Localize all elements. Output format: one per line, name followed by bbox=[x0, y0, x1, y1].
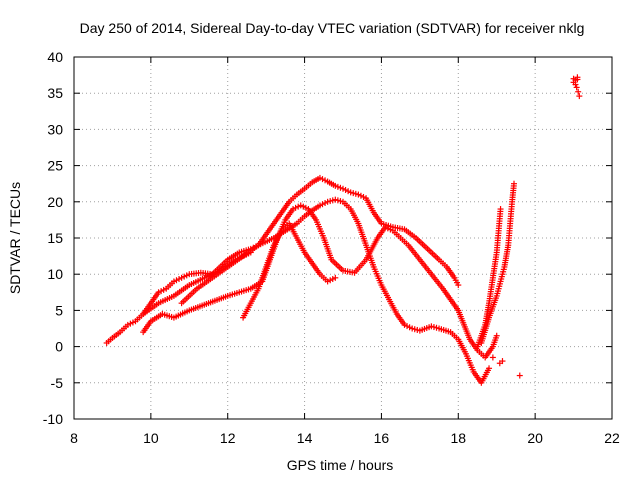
x-tick-label: 16 bbox=[374, 430, 390, 446]
x-tick-label: 14 bbox=[297, 430, 313, 446]
y-tick-label: 0 bbox=[55, 339, 63, 355]
data-point bbox=[574, 76, 581, 83]
y-tick-label: -10 bbox=[43, 411, 63, 427]
data-point bbox=[576, 93, 583, 100]
data-point bbox=[486, 365, 493, 372]
data-point bbox=[247, 249, 254, 256]
x-tick-label: 12 bbox=[220, 430, 236, 446]
chart-title: Day 250 of 2014, Sidereal Day-to-day VTE… bbox=[80, 20, 585, 36]
data-point bbox=[575, 88, 582, 95]
grid bbox=[74, 57, 612, 419]
data-point bbox=[489, 354, 496, 361]
data-point bbox=[455, 282, 462, 289]
x-axis-title: GPS time / hours bbox=[287, 457, 394, 473]
y-tick-label: 20 bbox=[47, 194, 63, 210]
y-axis-title: SDTVAR / TECUs bbox=[7, 182, 23, 294]
x-tick-label: 18 bbox=[450, 430, 466, 446]
y-tick-label: 10 bbox=[47, 266, 63, 282]
data-point bbox=[497, 206, 504, 213]
data-point bbox=[516, 372, 523, 379]
y-tick-label: 5 bbox=[55, 302, 63, 318]
data-point bbox=[573, 84, 580, 91]
data-point bbox=[496, 360, 503, 367]
x-tick-label: 20 bbox=[527, 430, 543, 446]
data-point bbox=[493, 332, 500, 339]
y-tick-label: 40 bbox=[47, 49, 63, 65]
y-tick-label: 30 bbox=[47, 121, 63, 137]
y-tick-label: -5 bbox=[51, 375, 64, 391]
x-tick-label: 8 bbox=[70, 430, 78, 446]
data-point bbox=[332, 274, 339, 281]
y-tick-label: 25 bbox=[47, 158, 63, 174]
data-points bbox=[103, 74, 583, 386]
x-tick-label: 22 bbox=[604, 430, 620, 446]
y-tick-label: 15 bbox=[47, 230, 63, 246]
data-point bbox=[572, 81, 579, 88]
y-tick-label: 35 bbox=[47, 85, 63, 101]
axis-ticks: 8 10 12 14 16 18 20 22 -10 -5 0 5 10 15 20 25 30 35 40 bbox=[43, 49, 620, 446]
data-point bbox=[511, 180, 518, 187]
x-tick-label: 10 bbox=[143, 430, 159, 446]
